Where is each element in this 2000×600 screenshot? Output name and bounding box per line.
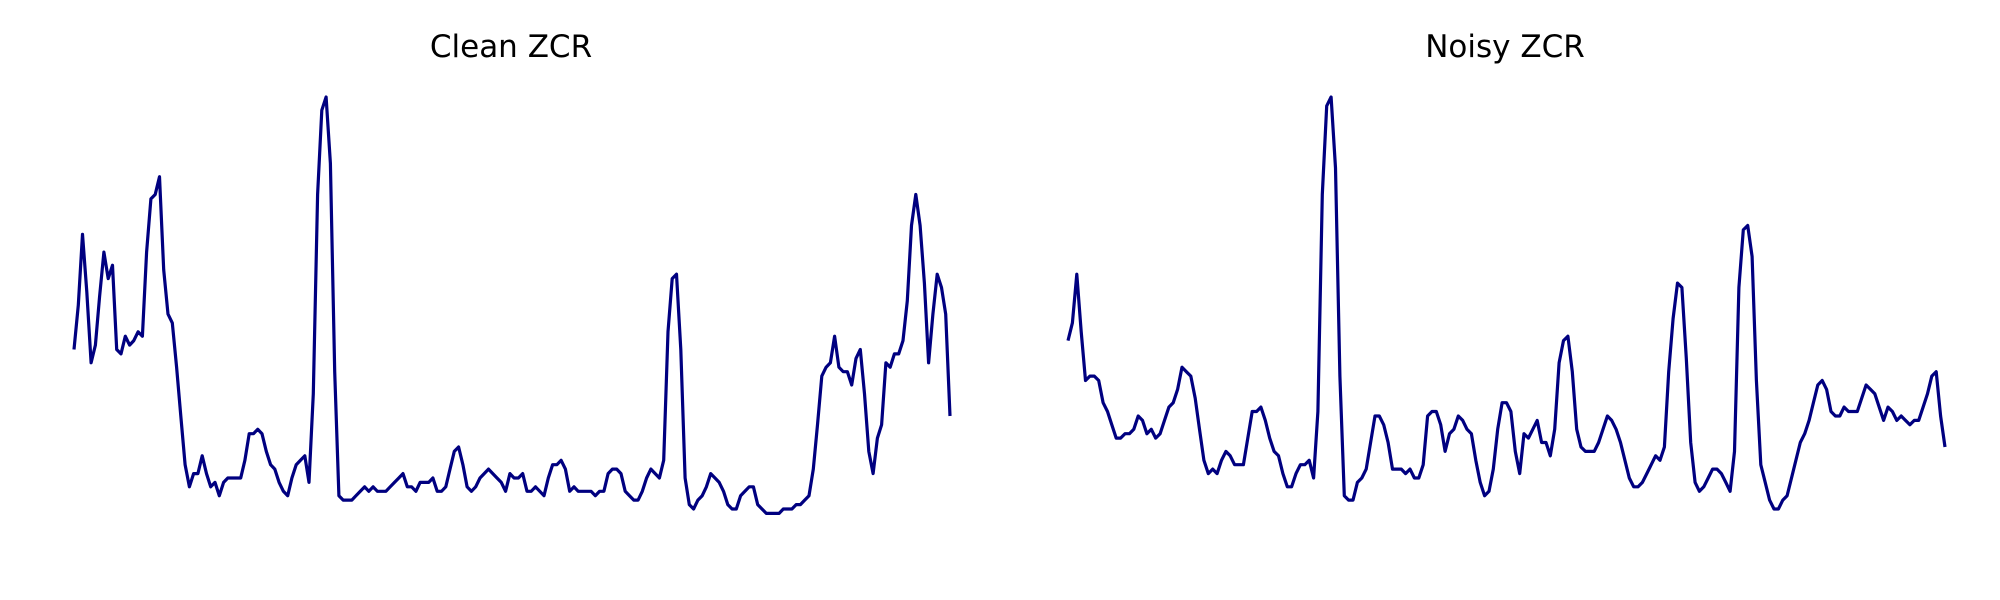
zcr-series-line-1-0 xyxy=(1066,95,1947,511)
zcr-series-line-0-0 xyxy=(72,95,952,516)
noisy-zcr-title: Noisy ZCR xyxy=(1425,29,1585,65)
noisy-zcr-panel: Noisy ZCR xyxy=(1066,29,1947,511)
clean-zcr-title: Clean ZCR xyxy=(430,29,592,65)
clean-zcr-panel: Clean ZCR xyxy=(72,29,952,516)
